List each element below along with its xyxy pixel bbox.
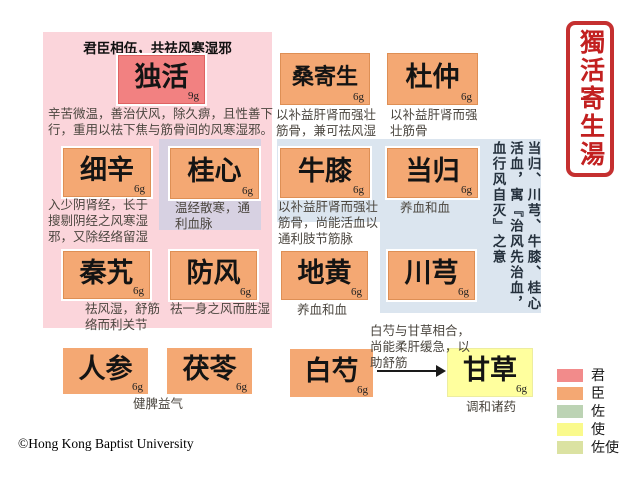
herb-dose: 6g [461,91,472,103]
legend-label: 臣 [591,387,605,402]
herb-desc-gancao: 调和诸药 [466,400,517,414]
herb-box-gancao: 甘草 6g [447,348,533,397]
herb-name: 茯苓 [182,353,237,384]
herb-name: 川芎 [404,258,459,288]
herb-box-danggui: 当归 6g [387,148,478,198]
herb-name: 杜仲 [405,61,460,92]
herb-dose: 6g [458,286,469,298]
herb-dose: 6g [357,384,368,396]
herb-name: 防风 [186,258,241,288]
herb-box-fangfeng: 防风 6g [170,251,257,300]
legend-label: 佐使 [591,441,619,456]
herb-dose: 6g [516,383,527,395]
herb-dose: 6g [236,381,247,393]
legend-swatch-assistant [557,404,583,418]
herb-name: 牛膝 [298,155,352,186]
herb-dose: 9g [188,90,199,102]
herb-dose: 6g [353,184,364,196]
legend-label: 佐 [591,405,605,420]
herb-box-chuanxiong: 川芎 6g [388,251,475,300]
legend-swatch-king [557,368,583,382]
herb-box-baishao: 白芍 6g [290,349,373,397]
vertical-blood-annotation: 当归、川芎、牛膝、桂心活血，寓『治风先治血，血行风自灭』之意 [490,141,541,312]
herb-box-duzhong: 杜仲 6g [387,53,478,105]
herb-desc-xixin: 入少阴肾经，长于搜剔阴经之风寒湿邪，又除经络留湿 [48,198,149,244]
legend-item-assistant-envoy: 佐使 [557,437,619,457]
herb-dose: 6g [242,185,253,197]
herb-name: 细辛 [80,155,134,185]
herb-box-dihuang: 地黄 6g [281,251,368,300]
herb-dose: 6g [132,381,143,393]
herb-desc-niuxi: 以补益肝肾而强壮筋骨，尚能活血以通利肢节筋脉 [278,200,379,246]
herb-box-fuling: 茯苓 6g [167,348,252,394]
herb-dose: 6g [461,184,472,196]
herb-name: 当归 [405,155,460,186]
formula-title: 獨活寄生湯 [576,29,604,169]
herb-dose: 6g [353,91,364,103]
herb-name: 地黄 [297,258,352,288]
herb-name: 桂心 [187,156,242,186]
herb-name: 秦艽 [79,257,134,288]
legend-swatch-envoy [557,422,583,436]
note-baishao-gancao: 白芍与甘草相合，尚能柔肝缓急，以助舒筋 [370,324,471,370]
legend-item-king: 君 [557,365,605,385]
herb-dose: 6g [351,286,362,298]
herb-dose: 6g [134,183,145,195]
herb-desc-danggui: 养血和血 [400,201,451,215]
legend-item-envoy: 使 [557,419,605,439]
herb-desc-sangjisheng: 以补益肝肾而强壮筋骨，兼可祛风湿 [276,108,377,138]
herb-box-renshen: 人参 6g [63,348,148,394]
group-header: 君臣相伍，共祛风寒湿邪 [83,41,232,56]
legend-label: 使 [591,423,605,438]
herb-desc-duzhong: 以补益肝肾而强壮筋骨 [390,108,478,138]
legend-item-assistant: 佐 [557,401,605,421]
herb-box-duhuo: 独活 9g [118,55,205,104]
legend-item-minister: 臣 [557,383,605,403]
herb-box-xixin: 细辛 6g [63,148,151,197]
herb-name: 人参 [78,353,133,384]
herb-dose: 6g [240,286,251,298]
herb-box-sangjisheng: 桑寄生 6g [280,53,370,105]
herb-box-guixin: 桂心 6g [170,148,259,199]
herb-desc-fangfeng: 祛一身之风而胜湿 [170,302,271,316]
herb-name: 独活 [134,62,189,92]
legend-swatch-minister [557,386,583,400]
herb-dose: 6g [133,285,144,297]
formula-seal: 獨活寄生湯 [566,21,614,177]
herb-desc-duhuo: 辛苦微温，善治伏风，除久痹，且性善下行，重用以祛下焦与筋骨间的风寒湿邪。 [48,107,274,137]
herb-box-qinjiao: 秦艽 6g [63,251,150,299]
herb-desc-qinjiao: 祛风湿，舒筋络而利关节 [85,302,161,332]
herb-name: 白芍 [304,355,359,386]
baishao-gancao-arrow-line [377,370,437,372]
legend-swatch-assistant-envoy [557,440,583,454]
baishao-gancao-arrow-head [436,365,446,377]
herb-name: 桑寄生 [291,64,358,89]
copyright-text: ©Hong Kong Baptist University [18,436,194,451]
note-renshen-fuling: 健脾益气 [133,397,184,411]
legend-label: 君 [591,369,605,384]
herb-name: 甘草 [463,355,517,385]
herb-desc-guixin: 温经散寒，通利血脉 [175,201,251,231]
herb-desc-dihuang: 养血和血 [297,303,348,317]
herb-box-niuxi: 牛膝 6g [280,148,370,198]
